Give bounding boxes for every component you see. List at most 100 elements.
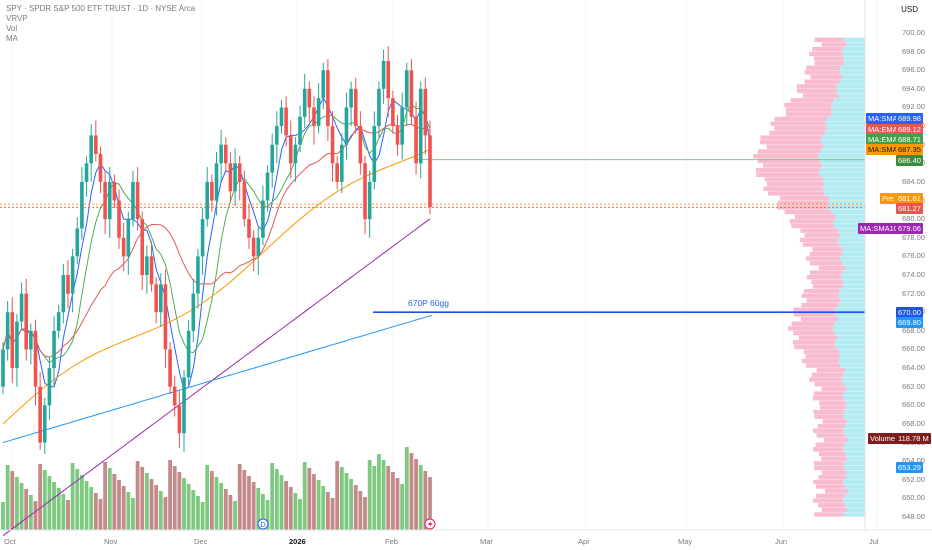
candle xyxy=(349,88,353,108)
candle xyxy=(414,116,418,164)
volume-profile-down-row xyxy=(779,195,830,201)
volume-profile-up-row xyxy=(819,172,865,177)
candle xyxy=(423,88,428,136)
volume-profile-down-row xyxy=(813,56,844,61)
chart-annotation[interactable]: 670P 60gg xyxy=(408,298,449,308)
time-axis-label: May xyxy=(678,537,693,546)
volume-profile-down-row xyxy=(757,158,820,164)
volume-profile-down-row xyxy=(812,247,843,252)
price-axis-label: 666.00 xyxy=(902,344,925,354)
candle xyxy=(112,181,117,201)
price-axis-label: 692.00 xyxy=(902,102,925,112)
volume-profile-up-row xyxy=(837,335,865,340)
volume-profile-down-row xyxy=(824,437,848,443)
volume-profile-up-row xyxy=(835,214,865,219)
price-axis-label: 652.00 xyxy=(902,474,925,484)
volume-profile-down-row xyxy=(763,163,823,168)
volume-bar xyxy=(386,466,391,530)
volume-profile-up-row xyxy=(840,298,865,303)
volume-profile-up-row xyxy=(838,93,865,98)
volume-profile-down-row xyxy=(792,340,835,345)
volume-profile-down-row xyxy=(818,503,846,508)
volume-profile-down-row xyxy=(809,261,842,266)
volume-profile-down-row xyxy=(767,181,824,187)
indicator-vrvp[interactable]: VRVP xyxy=(6,14,28,23)
volume-profile-up-row xyxy=(845,503,865,508)
volume-profile-down-row xyxy=(816,368,845,373)
volume-profile-down-row xyxy=(805,354,840,359)
volume-profile-up-row xyxy=(846,42,865,47)
price-axis-label: 700.00 xyxy=(902,28,925,37)
volume-profile-up-row xyxy=(843,461,865,466)
candle xyxy=(391,98,395,127)
volume-profile-down-row xyxy=(804,79,840,84)
volume-bar xyxy=(237,464,242,530)
indicator-vol[interactable]: Vol xyxy=(6,24,18,33)
candle xyxy=(38,386,42,443)
volume-profile-down-row xyxy=(789,219,834,224)
volume-bar xyxy=(52,482,56,530)
volume-bar xyxy=(38,464,43,530)
candle xyxy=(353,88,358,127)
volume-bar xyxy=(284,481,289,530)
time-axis-label: Mar xyxy=(480,537,493,546)
candle xyxy=(312,107,316,127)
price-axis-label: 684.00 xyxy=(902,176,925,186)
volume-profile-up-row xyxy=(829,195,865,201)
volume-profile-up-row xyxy=(834,340,865,345)
ema9-value-tag: 688.71 xyxy=(896,134,923,145)
sma50-value-tag: 687.35 xyxy=(896,144,923,155)
volume-profile-up-row xyxy=(828,200,865,205)
volume-bar xyxy=(423,471,428,530)
candle xyxy=(47,368,52,406)
volume-profile-up-row xyxy=(840,275,865,280)
volume-profile-down-row xyxy=(806,65,841,70)
candle xyxy=(103,181,107,220)
candle xyxy=(172,386,177,406)
price-axis-label: 676.00 xyxy=(902,251,925,261)
candle xyxy=(177,405,182,434)
sma200-line xyxy=(2,315,431,443)
volume-profile-up-row xyxy=(835,344,865,350)
indicator-ma[interactable]: MA xyxy=(6,34,18,43)
volume-profile-up-row xyxy=(839,233,865,238)
volume-bar xyxy=(344,473,349,530)
volume-profile-up-row xyxy=(821,135,865,140)
volume-bar xyxy=(400,484,405,530)
volume-profile-down-row xyxy=(801,302,839,308)
volume-bar xyxy=(219,483,224,530)
volume-bar xyxy=(140,467,145,530)
volume-profile-down-row xyxy=(813,391,844,396)
volume-bar xyxy=(75,469,80,530)
price-axis-label: 668.00 xyxy=(902,325,925,335)
volume-profile-down-row xyxy=(824,489,849,494)
volume-bar xyxy=(293,493,298,530)
volume-profile-down-row xyxy=(821,456,847,461)
volume-profile-down-row xyxy=(796,84,837,89)
volume-bar xyxy=(363,497,367,530)
volume-profile-up-row xyxy=(824,130,865,136)
candle xyxy=(210,181,214,201)
volume-profile-down-row xyxy=(756,172,820,177)
volume-profile-down-row xyxy=(810,74,843,80)
volume-bar xyxy=(390,472,395,530)
volume-profile-down-row xyxy=(768,191,825,196)
volume-bar xyxy=(330,498,335,530)
currency-label[interactable]: USD xyxy=(901,5,918,14)
time-axis-label: Feb xyxy=(385,537,398,546)
volume-profile-up-row xyxy=(819,158,865,164)
ema21-label-tag: MA:EMA21 xyxy=(866,124,908,135)
dividend-marker-icon[interactable] xyxy=(257,518,269,530)
volume-bar xyxy=(307,468,312,530)
volume-bar xyxy=(66,500,70,530)
candle xyxy=(205,181,210,220)
volume-profile-up-row xyxy=(845,265,865,271)
candle xyxy=(223,144,228,164)
volume-profile-down-row xyxy=(816,433,845,438)
volume-bar xyxy=(205,465,210,530)
volume-bar xyxy=(135,461,140,530)
symbol-title[interactable]: SPY · SPDR S&P 500 ETF TRUST · 1D · NYSE… xyxy=(6,4,196,13)
price-axis-label: 650.00 xyxy=(902,493,925,503)
volume-profile-up-row xyxy=(848,489,865,494)
